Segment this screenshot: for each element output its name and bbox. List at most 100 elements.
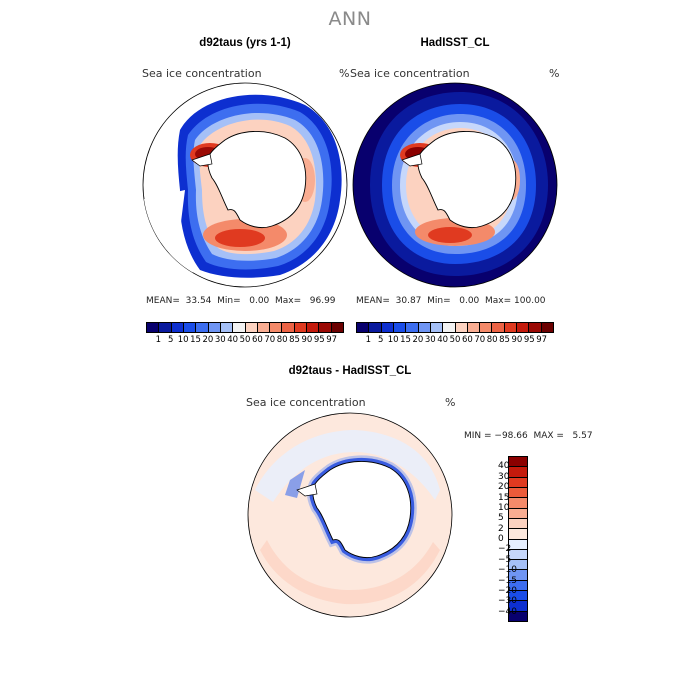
max-value: 100.00	[514, 296, 546, 306]
panel-title-model: d92taus (yrs 1-1)	[199, 37, 291, 49]
colorbar-tick-label: 80	[276, 335, 288, 345]
colorbar-swatch	[331, 323, 343, 332]
colorbar-swatch	[147, 323, 160, 332]
colorbar-model	[146, 322, 344, 333]
mean-value: 33.54	[185, 296, 212, 306]
colorbar-swatch	[509, 601, 527, 612]
map-model-sea-ice	[142, 82, 348, 288]
colorbar-obs-ticks: 1 5 10 15 20 30 40 50 60 70 80 85 90 95 97	[356, 335, 554, 347]
colorbar-swatch	[257, 323, 271, 332]
colorbar-tick-label: 15	[498, 492, 510, 503]
colorbar-tick-label: −5	[498, 554, 512, 565]
colorbar-tick-label: 60	[461, 335, 473, 345]
colorbar-swatch	[509, 529, 527, 540]
colorbar-swatch	[357, 323, 370, 332]
colorbar-tick-label: 90	[511, 335, 523, 345]
colorbar-swatch	[220, 323, 234, 332]
colorbar-tick-label: 97	[536, 335, 548, 345]
colorbar-tick-label: 10	[387, 335, 399, 345]
colorbar-swatch	[509, 518, 527, 530]
colorbar-swatch	[509, 487, 527, 499]
colorbar-swatch	[455, 323, 468, 332]
field-label-obs: Sea ice concentration	[350, 67, 470, 80]
colorbar-swatch	[509, 477, 527, 488]
colorbar-swatch	[171, 323, 184, 332]
colorbar-tick-label: 0	[498, 534, 504, 544]
colorbar-tick-label: 20	[412, 335, 424, 345]
colorbar-tick-label: 85	[289, 335, 300, 345]
colorbar-tick-label: −15	[498, 575, 517, 586]
colorbar-tick-label: 97	[326, 335, 338, 345]
colorbar-tick-label: 15	[400, 335, 411, 345]
mean-value: 30.87	[395, 296, 422, 306]
colorbar-tick-label: 90	[301, 335, 313, 345]
colorbar-swatch	[509, 591, 527, 602]
colorbar-swatch	[509, 457, 527, 468]
mean-label: MEAN=	[356, 296, 390, 306]
units-label-diff: %	[445, 396, 456, 409]
colorbar-tick-label: 1	[155, 335, 162, 345]
colorbar-swatch	[509, 498, 527, 509]
colorbar-obs	[356, 322, 554, 333]
max-value: 96.99	[309, 296, 336, 306]
colorbar-tick-label: 50	[449, 335, 461, 345]
colorbar-tick-label: −2	[498, 544, 512, 555]
colorbar-diff	[508, 456, 528, 622]
colorbar-tick-label: 30	[424, 335, 436, 345]
colorbar-tick-label: 40	[437, 335, 449, 345]
colorbar-tick-label: 50	[239, 335, 251, 345]
field-label-model: Sea ice concentration	[142, 67, 262, 80]
min-value: 0.00	[249, 296, 270, 306]
colorbar-tick-label: −30	[498, 596, 517, 607]
colorbar-swatch	[509, 549, 527, 561]
colorbar-swatch	[208, 323, 221, 332]
colorbar-swatch	[509, 560, 527, 571]
panel-title-obs: HadISST_CL	[420, 37, 490, 49]
colorbar-tick-label: 70	[264, 335, 276, 345]
colorbar-swatch	[541, 323, 553, 332]
colorbar-swatch	[504, 323, 518, 332]
map-diff-sea-ice	[247, 412, 453, 618]
colorbar-swatch	[245, 323, 258, 332]
colorbar-swatch	[509, 508, 527, 519]
colorbar-swatch	[159, 323, 172, 332]
colorbar-tick-label: 80	[486, 335, 498, 345]
max-label: Max=	[275, 296, 302, 306]
min-label: Min=	[427, 296, 451, 306]
minmax-diff: MIN = −98.66 MAX = 5.57	[464, 431, 593, 441]
colorbar-swatch	[509, 611, 527, 621]
colorbar-swatch	[517, 323, 530, 332]
colorbar-tick-label: −40	[498, 606, 517, 617]
colorbar-tick-label: 10	[177, 335, 189, 345]
colorbar-swatch	[196, 323, 209, 332]
colorbar-swatch	[270, 323, 283, 332]
colorbar-tick-label: 10	[498, 502, 510, 513]
colorbar-swatch	[509, 539, 527, 550]
units-label-obs: %	[549, 67, 560, 80]
colorbar-tick-label: 15	[190, 335, 201, 345]
colorbar-swatch	[480, 323, 493, 332]
colorbar-tick-label: 95	[523, 335, 535, 345]
colorbar-swatch	[294, 323, 308, 332]
colorbar-tick-label: 60	[251, 335, 263, 345]
colorbar-model-ticks: 1 5 10 15 20 30 40 50 60 70 80 85 90 95 97	[146, 335, 344, 347]
colorbar-tick-label: 95	[313, 335, 325, 345]
colorbar-swatch	[233, 323, 246, 332]
colorbar-tick-label: 5	[498, 513, 504, 524]
colorbar-swatch	[307, 323, 320, 332]
colorbar-swatch	[418, 323, 431, 332]
colorbar-swatch	[467, 323, 481, 332]
colorbar-swatch	[381, 323, 394, 332]
colorbar-swatch	[183, 323, 197, 332]
colorbar-tick-label: 20	[498, 482, 510, 493]
colorbar-tick-label: 20	[202, 335, 214, 345]
colorbar-swatch	[430, 323, 444, 332]
colorbar-swatch	[369, 323, 382, 332]
mean-label: MEAN=	[146, 296, 180, 306]
colorbar-swatch	[393, 323, 407, 332]
colorbar-tick-label: 40	[498, 461, 510, 472]
map-obs-sea-ice	[352, 82, 558, 288]
colorbar-tick-label: 85	[499, 335, 510, 345]
colorbar-diff-ticks: 40 30 20 15 10 5 2 0 −2 −5 −10 −15 −20 −30 −40	[498, 456, 550, 622]
min-label: Min=	[217, 296, 241, 306]
